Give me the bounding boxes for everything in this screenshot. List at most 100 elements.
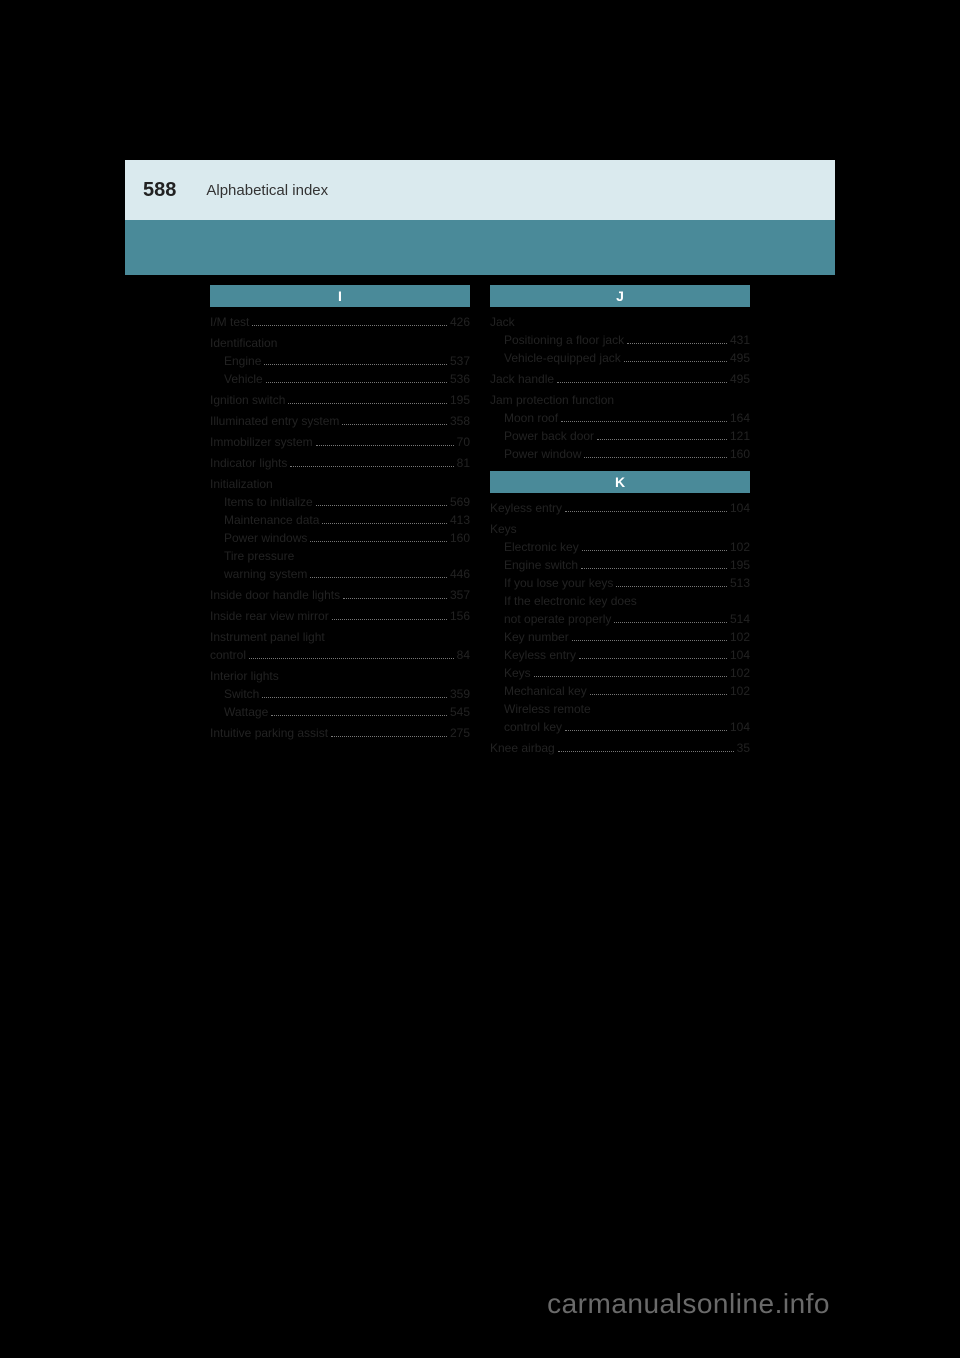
entry-page: 164 (730, 409, 750, 427)
leader-dots (264, 364, 447, 365)
leader-dots (290, 466, 453, 467)
index-entry: Immobilizer system 70 (210, 433, 470, 451)
entry-page: 102 (730, 682, 750, 700)
leader-dots (316, 445, 454, 446)
leader-dots (624, 361, 727, 362)
index-entry: Knee airbag 35 (490, 739, 750, 757)
leader-dots (262, 697, 447, 698)
entry-page: 359 (450, 685, 470, 703)
entry-heading: Jam protection function (490, 391, 750, 409)
entry-group: Keyless entry 104 (490, 499, 750, 517)
index-subentry: Power windows 160 (210, 529, 470, 547)
index-entry: Intuitive parking assist 275 (210, 724, 470, 742)
letter-header-k: K (490, 471, 750, 493)
entry-group: Initialization Items to initialize 569 M… (210, 475, 470, 583)
entry-page: 495 (730, 370, 750, 388)
entry-page: 446 (450, 565, 470, 583)
leader-dots (331, 736, 447, 737)
header-band-light: 588 Alphabetical index (125, 160, 835, 220)
entry-label: Electronic key (504, 538, 579, 556)
entry-group: Knee airbag 35 (490, 739, 750, 757)
leader-dots (343, 598, 447, 599)
index-entry: Indicator lights 81 (210, 454, 470, 472)
leader-dots (627, 343, 727, 344)
leader-dots (316, 505, 447, 506)
index-subentry-line1: If the electronic key does (490, 592, 750, 610)
leader-dots (579, 658, 727, 659)
entry-label: control (210, 646, 246, 664)
index-subentry: Engine 537 (210, 352, 470, 370)
entry-group: Illuminated entry system 358 (210, 412, 470, 430)
leader-dots (565, 730, 727, 731)
index-subentry: Wattage 545 (210, 703, 470, 721)
entry-label: Immobilizer system (210, 433, 313, 451)
entry-label: Power back door (504, 427, 594, 445)
leader-dots (557, 382, 727, 383)
leader-dots (565, 511, 727, 512)
letter-header-j: J (490, 285, 750, 307)
entry-page: 357 (450, 586, 470, 604)
header-band-dark (125, 220, 835, 275)
index-subentry: warning system 446 (210, 565, 470, 583)
entry-page: 84 (457, 646, 470, 664)
index-subentry: Key number 102 (490, 628, 750, 646)
leader-dots (584, 457, 727, 458)
index-entry: Keyless entry 104 (490, 499, 750, 517)
entry-page: 104 (730, 499, 750, 517)
entry-page: 431 (730, 331, 750, 349)
entry-label: Inside rear view mirror (210, 607, 329, 625)
entry-label: Keyless entry (490, 499, 562, 517)
index-entry: Inside door handle lights 357 (210, 586, 470, 604)
index-subentry: Positioning a floor jack 431 (490, 331, 750, 349)
entry-page: 358 (450, 412, 470, 430)
entry-page: 413 (450, 511, 470, 529)
entry-group: Instrument panel light control 84 (210, 628, 470, 664)
entry-group: Keys Electronic key 102 Engine switch 19… (490, 520, 750, 736)
leader-dots (322, 523, 447, 524)
entry-page: 156 (450, 607, 470, 625)
entry-page: 495 (730, 349, 750, 367)
leader-dots (614, 622, 727, 623)
leader-dots (342, 424, 447, 425)
entry-group: Inside rear view mirror 156 (210, 607, 470, 625)
index-entry: Illuminated entry system 358 (210, 412, 470, 430)
entry-label: Moon roof (504, 409, 558, 427)
page-container: 588 Alphabetical index I I/M test 426 Id… (125, 160, 835, 1190)
entry-group: Intuitive parking assist 275 (210, 724, 470, 742)
entry-label: Power window (504, 445, 581, 463)
entry-label: Illuminated entry system (210, 412, 339, 430)
entry-heading: Initialization (210, 475, 470, 493)
index-entry: control 84 (210, 646, 470, 664)
leader-dots (558, 751, 734, 752)
entry-group: I/M test 426 (210, 313, 470, 331)
index-entry: Jack handle 495 (490, 370, 750, 388)
index-entry: Inside rear view mirror 156 (210, 607, 470, 625)
page-number: 588 (143, 179, 176, 202)
entry-group: Jam protection function Moon roof 164 Po… (490, 391, 750, 463)
entry-label: Inside door handle lights (210, 586, 340, 604)
entry-label: Power windows (224, 529, 307, 547)
index-subentry: Engine switch 195 (490, 556, 750, 574)
index-entry: I/M test 426 (210, 313, 470, 331)
index-subentry: control key 104 (490, 718, 750, 736)
leader-dots (581, 568, 727, 569)
entry-group: Ignition switch 195 (210, 391, 470, 409)
entry-page: 195 (730, 556, 750, 574)
entry-page: 514 (730, 610, 750, 628)
index-subentry: Power back door 121 (490, 427, 750, 445)
entry-label: Maintenance data (224, 511, 319, 529)
entry-group: Jack Positioning a floor jack 431 Vehicl… (490, 313, 750, 367)
index-subentry: Items to initialize 569 (210, 493, 470, 511)
leader-dots (597, 439, 727, 440)
entry-label: Mechanical key (504, 682, 587, 700)
watermark: carmanualsonline.info (547, 1288, 830, 1320)
entry-page: 81 (457, 454, 470, 472)
columns: I I/M test 426 Identification Engine 537… (125, 285, 835, 760)
entry-label: Indicator lights (210, 454, 287, 472)
index-entry: Ignition switch 195 (210, 391, 470, 409)
entry-heading: Identification (210, 334, 470, 352)
entry-label: Keyless entry (504, 646, 576, 664)
entry-label: Keys (504, 664, 531, 682)
entry-group: Interior lights Switch 359 Wattage 545 (210, 667, 470, 721)
entry-label: control key (504, 718, 562, 736)
